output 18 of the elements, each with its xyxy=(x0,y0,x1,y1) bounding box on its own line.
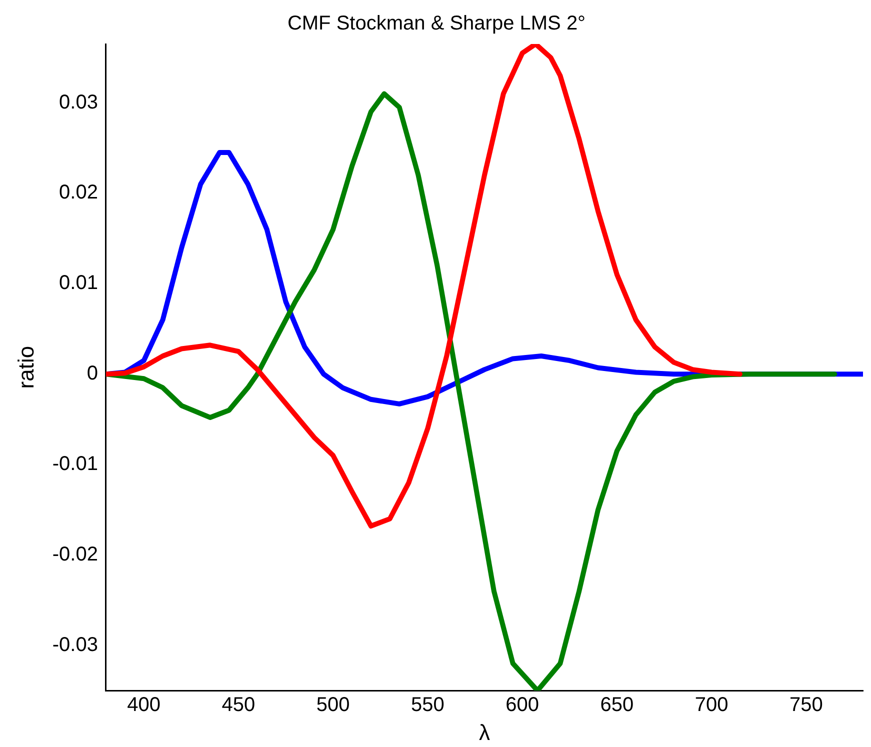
y-axis-title: ratio xyxy=(13,346,38,389)
x-tick-label: 600 xyxy=(506,694,540,716)
y-tick-label: -0.02 xyxy=(52,543,98,566)
x-tick-label: 700 xyxy=(694,694,728,716)
x-tick-label: 650 xyxy=(600,694,634,716)
x-axis-title: λ xyxy=(478,720,490,745)
x-tick-label: 500 xyxy=(316,694,350,716)
chart-title: CMF Stockman & Sharpe LMS 2° xyxy=(287,12,586,35)
x-tick-label: 400 xyxy=(127,694,161,716)
x-tick-label: 550 xyxy=(411,694,444,716)
y-tick-label: 0.01 xyxy=(59,272,98,294)
y-tick-label: -0.03 xyxy=(52,634,98,656)
y-tick-label: -0.01 xyxy=(52,453,98,476)
y-tick-label: 0.03 xyxy=(59,91,98,114)
x-tick-label: 750 xyxy=(790,694,823,716)
x-tick-label: 450 xyxy=(222,694,256,716)
y-tick-label: 0.02 xyxy=(59,182,98,204)
y-tick-label: 0 xyxy=(86,362,98,385)
